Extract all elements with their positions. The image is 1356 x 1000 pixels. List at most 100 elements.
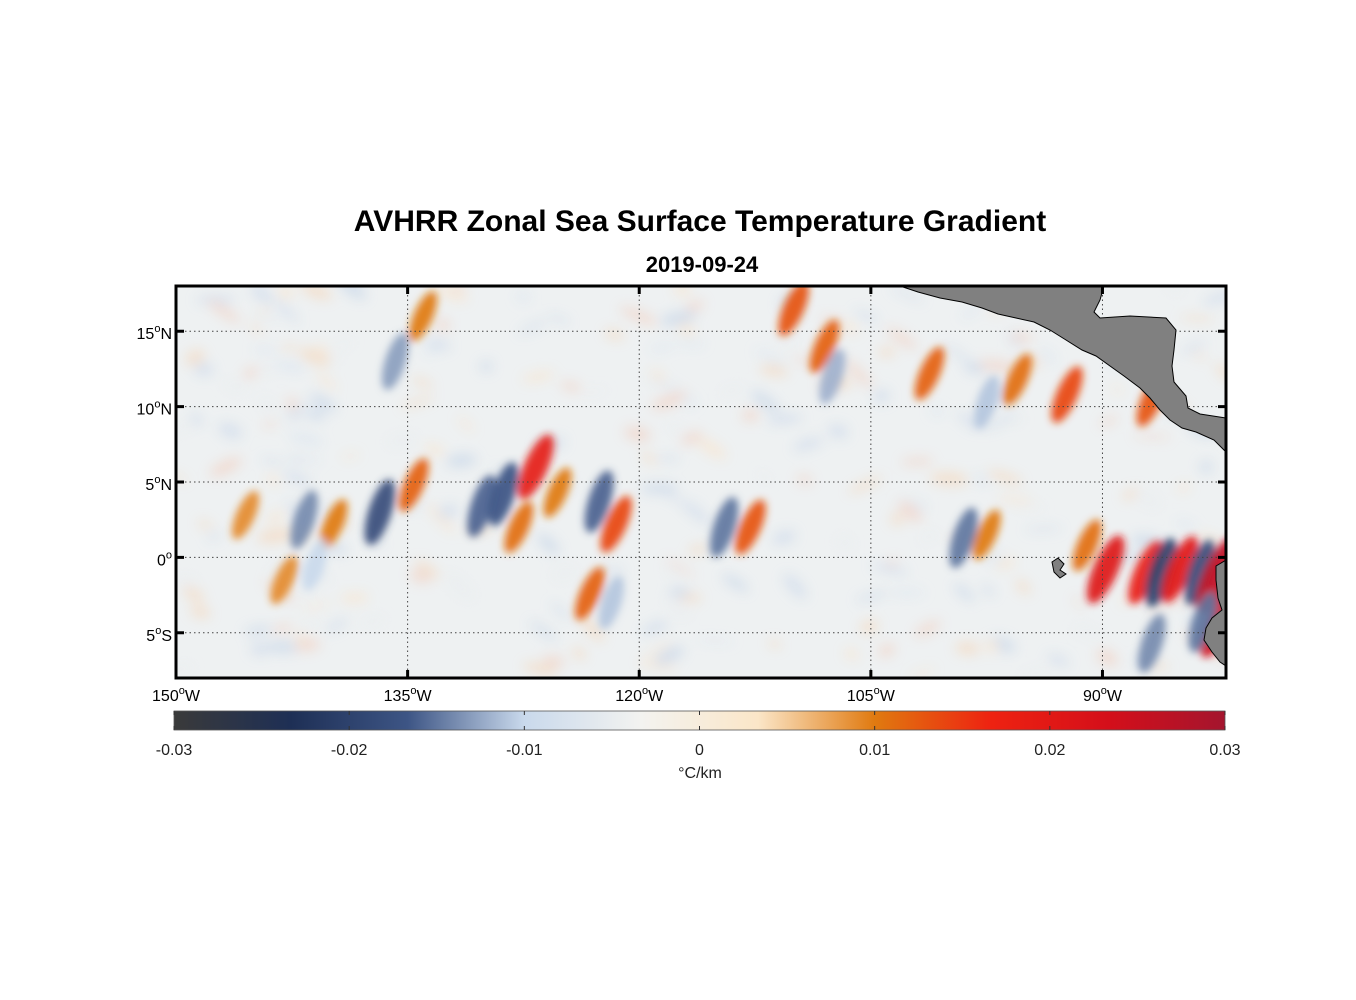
- gradient-feature: [598, 575, 625, 630]
- texture-streak: [772, 530, 796, 545]
- texture-streak: [218, 422, 243, 439]
- texture-streak: [207, 300, 241, 323]
- texture-streak: [888, 589, 926, 597]
- texture-streak: [1192, 351, 1206, 361]
- texture-streak: [529, 621, 558, 641]
- texture-streak: [259, 396, 278, 416]
- gradient-feature: [1072, 519, 1102, 572]
- gradient-feature: [1128, 540, 1164, 605]
- texture-streak: [1100, 415, 1118, 427]
- latitude-ticks: 15oN 10oN 5oN 0o 5oS: [137, 323, 1226, 645]
- texture-streak: [640, 452, 658, 464]
- texture-streak: [580, 616, 604, 642]
- texture-streak: [325, 543, 348, 554]
- texture-streak: [253, 313, 289, 318]
- gradient-feature: [517, 434, 554, 500]
- texture-streak: [480, 361, 493, 372]
- texture-streak: [898, 501, 922, 522]
- texture-streak: [1111, 385, 1123, 394]
- texture-streak: [901, 457, 934, 466]
- gradient-feature: [914, 346, 945, 401]
- texture-streak: [458, 416, 474, 432]
- texture-streak: [244, 626, 273, 635]
- texture-streak: [1024, 526, 1063, 532]
- texture-streak: [1199, 460, 1213, 474]
- texture-streak: [289, 619, 323, 634]
- tick-label: 105oW: [847, 685, 896, 705]
- texture-streak: [972, 473, 990, 486]
- texture-streak: [624, 426, 651, 441]
- texture-streak: [766, 414, 803, 425]
- texture-streak: [281, 345, 297, 351]
- texture-streak: [579, 388, 608, 396]
- texture-streak: [878, 347, 896, 357]
- texture-streak: [333, 340, 354, 350]
- gradient-feature: [710, 497, 739, 558]
- texture-streak: [263, 420, 277, 428]
- colorbar-unit-label: °C/km: [678, 765, 722, 782]
- texture-streak: [516, 291, 530, 303]
- gradient-feature: [270, 555, 298, 605]
- texture-streak: [984, 412, 1019, 431]
- texture-streak: [222, 381, 249, 393]
- colorbar-tick-label: 0.01: [859, 742, 890, 759]
- texture-streak: [445, 453, 477, 468]
- texture-streak: [176, 665, 195, 674]
- gradient-feature: [467, 475, 497, 538]
- texture-streak: [1215, 363, 1226, 381]
- texture-streak: [1135, 490, 1161, 508]
- texture-streak: [358, 615, 385, 628]
- texture-streak: [386, 434, 418, 447]
- texture-streak: [984, 640, 999, 653]
- gradient-feature: [1145, 538, 1178, 607]
- land: [899, 286, 1226, 667]
- gradient-feature: [1086, 535, 1125, 604]
- gradient-feature: [809, 319, 840, 373]
- texture-streak: [758, 470, 771, 484]
- texture-streak: [680, 500, 712, 525]
- texture-streak: [1010, 333, 1033, 343]
- texture-streak: [518, 320, 548, 335]
- texture-streak: [294, 639, 321, 652]
- gradient-feature: [574, 566, 605, 621]
- gradient-feature: [1188, 592, 1217, 653]
- gradient-feature: [504, 501, 534, 553]
- texture-streak: [657, 488, 685, 504]
- texture-streak: [783, 573, 807, 599]
- texture-streak: [547, 315, 571, 324]
- gradient-feature: [1161, 536, 1198, 603]
- texture-streak: [277, 286, 294, 299]
- gradient-feature: [1003, 353, 1032, 406]
- texture-streak: [878, 643, 895, 657]
- gradient-feature: [819, 348, 846, 405]
- colorbar: -0.03 -0.02 -0.01 0 0.01 0.02 0.03 °C/km: [156, 710, 1241, 782]
- gradient-feature: [290, 490, 318, 549]
- texture-streak: [288, 432, 324, 446]
- texture-streak: [422, 348, 439, 355]
- tick-label: 150oW: [152, 685, 201, 705]
- texture-streak: [1180, 340, 1206, 354]
- colorbar-tick-label: 0: [695, 742, 704, 759]
- texture-streak: [797, 475, 812, 485]
- gradient-feature: [364, 479, 396, 545]
- texture-streak: [289, 457, 303, 462]
- texture-streak: [695, 638, 735, 643]
- texture-streak: [639, 659, 676, 671]
- texture-streak: [273, 360, 307, 373]
- gradient-feature: [735, 499, 766, 555]
- texture-streak: [844, 648, 859, 661]
- texture-streak: [316, 344, 329, 357]
- texture-streak: [944, 344, 971, 363]
- texture-streak: [620, 306, 657, 325]
- tick-label: 0o: [157, 549, 172, 569]
- texture-streak: [425, 338, 451, 351]
- texture-streak: [997, 496, 1034, 504]
- texture-streak: [282, 471, 312, 485]
- texture-streak: [438, 504, 459, 519]
- texture-streak: [681, 431, 702, 445]
- texture-streak: [257, 528, 297, 544]
- texture-streak: [890, 286, 925, 302]
- texture-streak: [252, 346, 279, 354]
- colorbar-tick-label: -0.01: [506, 742, 543, 759]
